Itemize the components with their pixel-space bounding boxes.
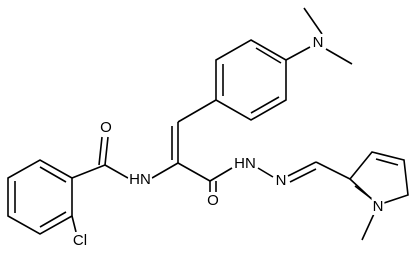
atom-labels: N O HN O HN N N Cl (71, 33, 385, 249)
atom-label: N (276, 172, 287, 189)
label-background (311, 33, 325, 51)
atom-label: N (373, 198, 384, 215)
atom-label: HN (234, 155, 256, 172)
label-background (99, 118, 113, 136)
atom-label: Cl (73, 232, 87, 249)
label-background (233, 154, 257, 172)
atom-label: N (313, 34, 324, 51)
atom-label: O (207, 192, 219, 209)
label-background (206, 191, 220, 209)
atom-label: HN (129, 171, 151, 188)
label-background (71, 231, 89, 249)
label-background (128, 170, 152, 188)
label-background (274, 171, 288, 189)
bonds (7, 7, 409, 241)
atom-label: O (100, 119, 112, 136)
label-background (371, 197, 385, 215)
